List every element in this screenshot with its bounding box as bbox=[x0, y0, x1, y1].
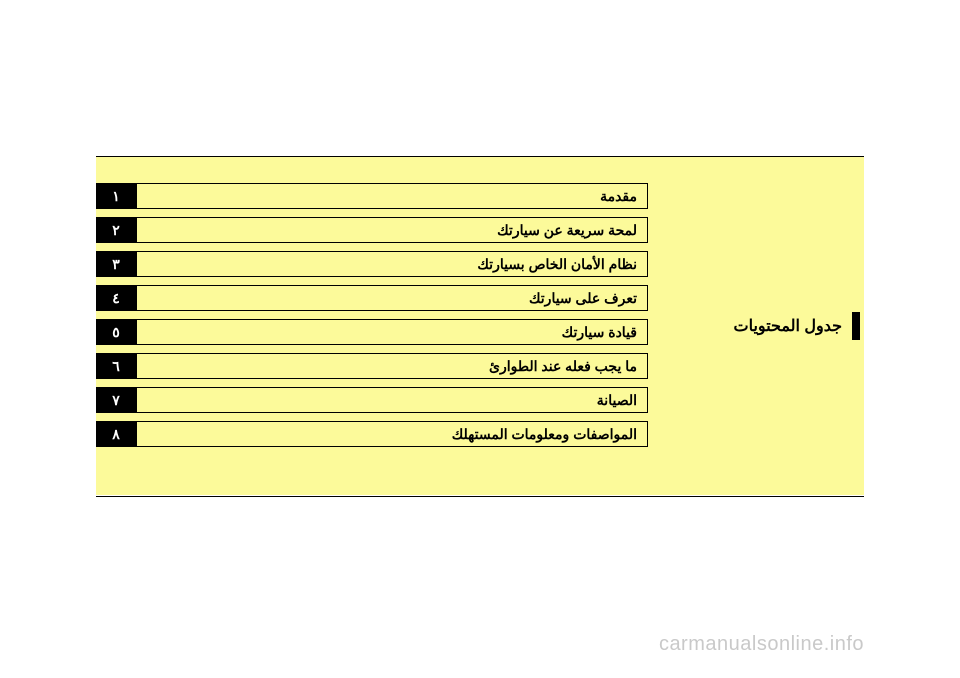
toc-number-tab: ٤ bbox=[96, 285, 136, 311]
toc-row: تعرف على سيارتك ٤ bbox=[96, 285, 648, 311]
toc-label: المواصفات ومعلومات المستهلك bbox=[136, 421, 648, 447]
toc-row: المواصفات ومعلومات المستهلك ٨ bbox=[96, 421, 648, 447]
toc-number-tab: ٢ bbox=[96, 217, 136, 243]
toc-label: لمحة سريعة عن سيارتك bbox=[136, 217, 648, 243]
toc-number-tab: ٧ bbox=[96, 387, 136, 413]
toc-list: مقدمة ١ لمحة سريعة عن سيارتك ٢ نظام الأم… bbox=[96, 157, 678, 495]
toc-row: الصيانة ٧ bbox=[96, 387, 648, 413]
toc-label: الصيانة bbox=[136, 387, 648, 413]
toc-label: قيادة سيارتك bbox=[136, 319, 648, 345]
watermark-text: carmanualsonline.info bbox=[659, 633, 864, 656]
toc-row: نظام الأمان الخاص بسيارتك ٣ bbox=[96, 251, 648, 277]
title-wrap: جدول المحتويات bbox=[734, 312, 860, 340]
toc-number-tab: ١ bbox=[96, 183, 136, 209]
toc-label: تعرف على سيارتك bbox=[136, 285, 648, 311]
toc-number-tab: ٥ bbox=[96, 319, 136, 345]
toc-row: قيادة سيارتك ٥ bbox=[96, 319, 648, 345]
title-accent-bar bbox=[852, 312, 860, 340]
toc-row: مقدمة ١ bbox=[96, 183, 648, 209]
title-column: جدول المحتويات bbox=[678, 157, 864, 495]
toc-row: ما يجب فعله عند الطوارئ ٦ bbox=[96, 353, 648, 379]
bottom-rule bbox=[96, 496, 864, 497]
toc-label: مقدمة bbox=[136, 183, 648, 209]
toc-label: نظام الأمان الخاص بسيارتك bbox=[136, 251, 648, 277]
toc-number-tab: ٣ bbox=[96, 251, 136, 277]
toc-title: جدول المحتويات bbox=[734, 316, 842, 336]
toc-label: ما يجب فعله عند الطوارئ bbox=[136, 353, 648, 379]
toc-number-tab: ٨ bbox=[96, 421, 136, 447]
toc-row: لمحة سريعة عن سيارتك ٢ bbox=[96, 217, 648, 243]
toc-number-tab: ٦ bbox=[96, 353, 136, 379]
content-panel: جدول المحتويات مقدمة ١ لمحة سريعة عن سيا… bbox=[96, 157, 864, 495]
